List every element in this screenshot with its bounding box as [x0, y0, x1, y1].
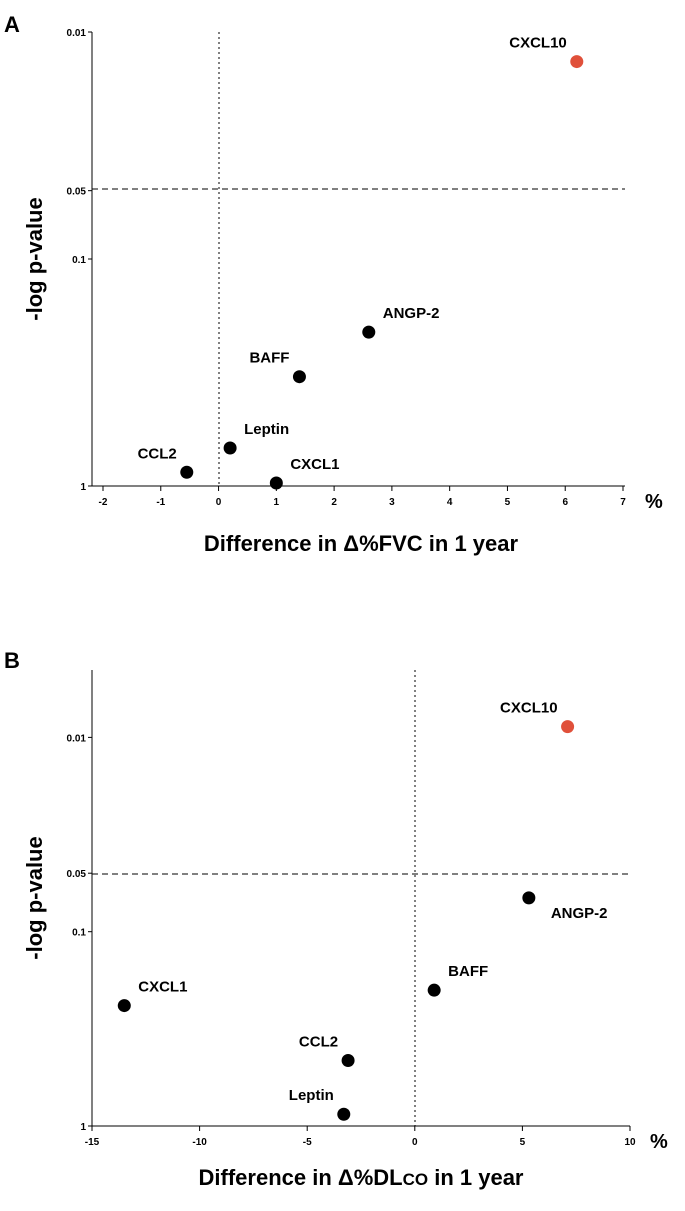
x-tick-label: 7 [620, 497, 626, 508]
point-label-leptin: Leptin [244, 421, 289, 438]
x-unit-label: % [645, 491, 663, 513]
x-tick-label: 10 [624, 1137, 636, 1148]
x-tick-group: -2 -1 0 1 2 3 4 5 6 7 [99, 486, 626, 508]
x-unit-label: % [650, 1131, 668, 1153]
x-title-suffix: in 1 year [423, 531, 519, 556]
data-point-ccl2 [180, 465, 194, 479]
data-point-group: CXCL10 ANGP-2 BAFF Leptin CCL2 CXCL1 [138, 35, 584, 490]
point-label-baff: BAFF [448, 963, 488, 980]
x-axis-title: Difference in Δ%DLCO in 1 year [199, 1165, 524, 1190]
x-tick-label: -5 [303, 1137, 312, 1148]
data-point-angp-2 [522, 891, 536, 905]
x-tick-label: 0 [412, 1137, 418, 1148]
x-tick-label: -15 [85, 1137, 100, 1148]
data-point-cxcl10 [570, 55, 584, 69]
y-tick-label: 0.01 [67, 733, 87, 744]
x-title-prefix: Difference in Δ% [199, 1165, 374, 1190]
data-point-baff [427, 983, 441, 997]
x-tick-label: 6 [562, 497, 568, 508]
panel-a: A 0.01 0.05 0.1 1 -2 -1 0 1 2 3 4 5 6 7 CXCL10 ANGP-2… [4, 12, 663, 556]
point-label-cxcl1: CXCL1 [290, 456, 339, 473]
x-tick-label: 2 [331, 497, 337, 508]
y-tick-label: 0.1 [72, 255, 86, 266]
point-label-ccl2: CCL2 [138, 445, 177, 462]
point-label-cxcl1: CXCL1 [138, 979, 187, 996]
x-title-suffix: in 1 year [428, 1165, 524, 1190]
panel-letter-a: A [4, 12, 20, 37]
y-tick-label: 1 [80, 1122, 86, 1133]
point-label-baff: BAFF [249, 350, 289, 367]
x-title-prefix: Difference in Δ% [204, 531, 379, 556]
y-tick-group: 0.01 0.05 0.1 1 [67, 28, 92, 493]
data-point-leptin [223, 441, 237, 455]
y-axis-title: -log p-value [22, 197, 47, 320]
data-point-cxcl1 [269, 476, 283, 490]
y-tick-label: 0.1 [72, 928, 86, 939]
point-label-leptin: Leptin [289, 1087, 334, 1104]
data-point-ccl2 [341, 1053, 355, 1067]
y-axis-title: -log p-value [22, 836, 47, 959]
x-tick-label: -1 [156, 497, 165, 508]
data-point-angp-2 [362, 325, 376, 339]
x-tick-label: 5 [505, 497, 511, 508]
point-label-angp-2: ANGP-2 [383, 305, 440, 322]
y-tick-label: 0.01 [67, 28, 87, 39]
x-tick-label: 0 [216, 497, 222, 508]
y-tick-label: 0.05 [67, 869, 87, 880]
x-tick-group: -15 -10 -5 0 5 10 [85, 1126, 636, 1148]
x-tick-label: -10 [192, 1137, 207, 1148]
x-tick-label: 5 [520, 1137, 526, 1148]
x-title-main: DL [373, 1165, 402, 1190]
x-tick-label: 4 [447, 497, 453, 508]
x-axis-title: Difference in Δ%FVC in 1 year [204, 531, 519, 556]
point-label-angp-2: ANGP-2 [551, 905, 608, 922]
point-label-cxcl10: CXCL10 [500, 700, 558, 717]
data-point-cxcl10 [561, 720, 575, 734]
x-tick-label: 1 [274, 497, 280, 508]
panel-b: B 0.01 0.05 0.1 1 -15 -10 -5 0 5 10 CXCL10 ANGP-2… [4, 648, 668, 1190]
x-title-main: FVC [379, 531, 423, 556]
point-label-cxcl10: CXCL10 [509, 35, 567, 52]
y-tick-label: 1 [80, 482, 86, 493]
data-point-leptin [337, 1107, 351, 1121]
x-tick-label: 3 [389, 497, 395, 508]
data-point-cxcl1 [117, 999, 131, 1013]
data-point-baff [292, 370, 306, 384]
x-title-subscript: CO [403, 1170, 429, 1189]
y-tick-group: 0.01 0.05 0.1 1 [67, 733, 92, 1133]
y-tick-label: 0.05 [67, 187, 87, 198]
data-point-group: CXCL10 ANGP-2 BAFF CXCL1 CCL2 Leptin [117, 700, 608, 1121]
x-tick-label: -2 [99, 497, 108, 508]
point-label-ccl2: CCL2 [299, 1033, 338, 1050]
panel-letter-b: B [4, 648, 20, 673]
